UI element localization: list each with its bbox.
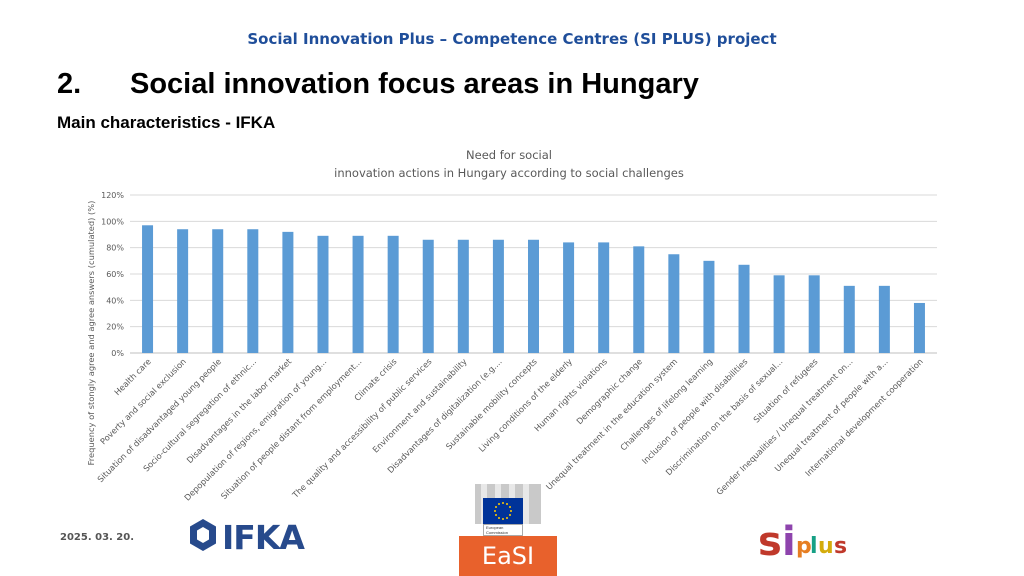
y-tick-label: 40% (106, 296, 124, 305)
project-header: Social Innovation Plus – Competence Cent… (247, 30, 777, 48)
y-tick-label: 120% (101, 191, 124, 200)
bar (177, 229, 189, 353)
y-tick-label: 0% (111, 349, 124, 358)
bar (317, 235, 329, 353)
svg-text:s: s (758, 519, 782, 559)
siplus-logo-icon: s i p l u s (758, 519, 847, 559)
y-tick-label: 80% (106, 244, 124, 253)
bar (492, 239, 504, 353)
y-tick-label: 60% (106, 270, 124, 279)
svg-text:u: u (818, 534, 834, 559)
bar (212, 229, 224, 353)
y-tick-label: 20% (106, 323, 124, 332)
svg-text:l: l (810, 534, 818, 559)
bar (457, 239, 469, 353)
ifka-logo-text: IFKA (222, 518, 305, 557)
ifka-logo-icon (190, 519, 216, 551)
easi-logo: European Commission EaSI (459, 484, 557, 576)
section-number: 2. (57, 68, 82, 100)
bar (703, 260, 715, 353)
bar (913, 302, 925, 353)
bar (598, 242, 610, 353)
svg-text:s: s (834, 534, 847, 559)
x-tick-label: Situation of refugees (751, 356, 819, 424)
x-tick-label: Situation of disadvantaged young people (95, 356, 223, 484)
svg-text:p: p (796, 534, 812, 559)
bar (808, 275, 820, 353)
bar (843, 285, 855, 353)
bar (878, 285, 890, 353)
svg-text:i: i (782, 519, 796, 559)
bar (387, 235, 399, 353)
bar (563, 242, 575, 353)
bar (738, 264, 750, 353)
date-label: 2025. 03. 20. (60, 532, 135, 543)
y-axis-label: Frequency of stongly agree and agree ans… (86, 201, 96, 466)
easi-band (459, 536, 557, 576)
bar (528, 239, 539, 353)
eu-flag-icon (483, 498, 523, 524)
easi-label: EaSI (481, 542, 535, 570)
chart-title: innovation actions in Hungary according … (334, 166, 684, 180)
bar (668, 254, 680, 353)
chart-title: Need for social (466, 148, 552, 162)
ec-label: European Commission (483, 524, 523, 536)
bar (142, 225, 154, 353)
bar (773, 275, 785, 353)
page-subtitle: Main characteristics - IFKA (57, 113, 276, 132)
section-title: Social innovation focus areas in Hungary (130, 68, 699, 100)
x-tick-label: Demographic change (574, 356, 644, 426)
bar (352, 235, 364, 353)
bar (633, 246, 645, 353)
bar (247, 229, 259, 353)
bar (282, 231, 294, 353)
bar (422, 239, 434, 353)
x-tick-label: Unequal treatment in the education syste… (544, 356, 679, 491)
y-tick-label: 100% (101, 217, 124, 226)
